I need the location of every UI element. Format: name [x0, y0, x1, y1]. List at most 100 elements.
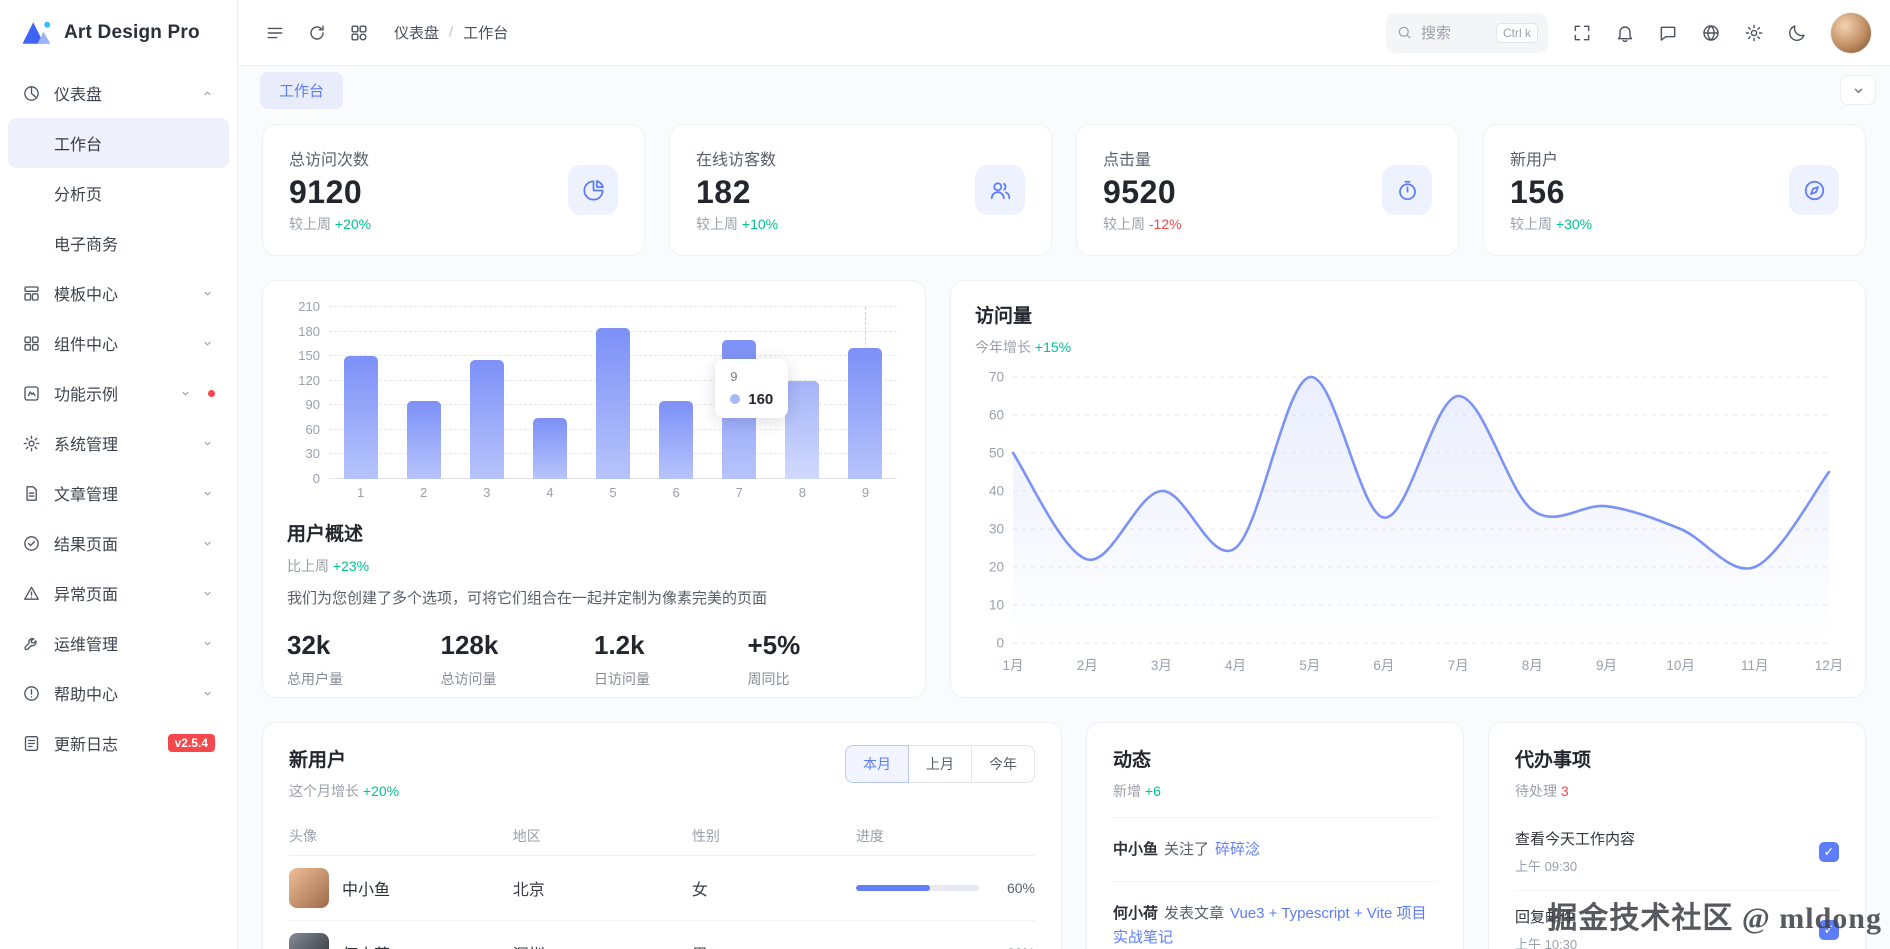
sidebar-item[interactable]: 文章管理	[8, 468, 229, 518]
fullscreen-button[interactable]	[1563, 14, 1601, 52]
y-axis-label: 120	[298, 372, 320, 388]
bar-column[interactable]	[771, 307, 834, 479]
search-placeholder: 搜索	[1421, 25, 1452, 42]
activity-link[interactable]: Vue3 + Typescript + Vite 项目实战笔记	[1113, 905, 1427, 946]
sidebar-subitem[interactable]: 分析页	[8, 168, 229, 218]
chevD-icon	[204, 491, 211, 495]
tooltip-series-dot	[730, 394, 741, 405]
breadcrumb-item[interactable]: 仪表盘	[394, 25, 440, 42]
language-button[interactable]	[1692, 14, 1730, 52]
menu-icon	[267, 27, 283, 38]
breadcrumb: 仪表盘 / 工作台	[394, 22, 508, 43]
overview-description: 我们为您创建了多个选项，可将它们组合在一起并定制为像素完美的页面	[287, 590, 768, 607]
collapse-menu-button[interactable]	[256, 14, 294, 52]
bar-chart[interactable]: 0 30 60 90 120 150 180 210 9	[287, 299, 901, 507]
svg-text:2月: 2月	[1077, 658, 1098, 673]
user-name: 中小鱼	[342, 882, 391, 899]
todo-checkbox[interactable]: ✓	[1819, 919, 1839, 940]
bar-column[interactable]	[834, 307, 897, 479]
sidebar-subitem[interactable]: 工作台	[8, 118, 229, 168]
sidebar-item[interactable]: 功能示例	[8, 368, 229, 418]
gauge-icon	[24, 85, 39, 101]
sidebar-item[interactable]: 仪表盘	[8, 68, 229, 118]
sidebar-item[interactable]: 帮助中心	[8, 668, 229, 718]
chevron-down-icon	[1854, 88, 1862, 93]
svg-text:1月: 1月	[1002, 658, 1023, 673]
settings-button[interactable]	[1735, 14, 1773, 52]
version-badge: v2.5.4	[167, 734, 215, 752]
new-users-table: 头像 地区 性别 进度 中小鱼 北京 女 60% 何小荷 深圳 男 20%	[289, 817, 1035, 949]
sidebar-item-label: 文章管理	[54, 487, 119, 504]
timer-icon	[1398, 180, 1416, 200]
dark-mode-button[interactable]	[1778, 14, 1816, 52]
user-avatar[interactable]	[1830, 11, 1872, 54]
sidebar-item-label: 异常页面	[54, 587, 119, 604]
visits-chart-card: 访问量 今年增长 +15% 0 10 20 30 40 50 60 70 1月 2月 3月 4月 5月 6…	[950, 280, 1866, 698]
bar-column[interactable]	[645, 307, 708, 479]
examples-icon	[24, 385, 39, 401]
activity-item: 中小鱼 关注了 碎碎淰	[1113, 818, 1437, 883]
bar-column[interactable]	[518, 307, 581, 479]
bar-column[interactable]	[392, 307, 455, 479]
new-users-card: 新用户 这个月增长 +20% 本月 上月 今年 头像 地区 性别 进度 中小鱼 北	[262, 722, 1062, 949]
bar-column[interactable]	[581, 307, 644, 479]
sidebar-item[interactable]: 运维管理	[8, 618, 229, 668]
svg-text:9月: 9月	[1596, 658, 1617, 673]
activity-link[interactable]: 碎碎淰	[1215, 841, 1261, 858]
svg-text:70: 70	[989, 370, 1004, 385]
messages-button[interactable]	[1649, 14, 1687, 52]
sidebar-item[interactable]: 模板中心	[8, 268, 229, 318]
overview-stat: 1.2k 日访问量	[594, 630, 748, 689]
todo-time: 上午 10:30	[1515, 937, 1578, 949]
bar-column[interactable]	[329, 307, 392, 479]
x-axis-label: 8	[798, 485, 806, 500]
overview-stat: 128k 总访问量	[441, 630, 595, 689]
chevD-icon	[204, 641, 211, 645]
period-filter-button[interactable]: 本月	[845, 745, 909, 783]
refresh-button[interactable]	[298, 14, 336, 52]
x-axis-label: 7	[735, 485, 743, 500]
quick-apps-button[interactable]	[340, 14, 378, 52]
tabbar-more-button[interactable]	[1840, 75, 1876, 105]
svg-text:8月: 8月	[1522, 658, 1543, 673]
logo[interactable]: Art Design Pro	[0, 0, 237, 66]
breadcrumb-item[interactable]: 工作台	[463, 25, 509, 42]
period-filter-button[interactable]: 上月	[908, 745, 972, 783]
todo-pending-count: 3	[1560, 783, 1569, 799]
sidebar-item[interactable]: 组件中心	[8, 318, 229, 368]
period-filter-button[interactable]: 今年	[971, 745, 1035, 783]
svg-text:60: 60	[989, 408, 1004, 423]
tab-workbench[interactable]: 工作台	[260, 71, 344, 109]
search-input[interactable]: 搜索 Ctrl k	[1386, 12, 1548, 53]
todo-item: 回复邮件 上午 10:30 ✓	[1515, 891, 1839, 949]
x-axis-label: 5	[609, 485, 617, 500]
line-chart-svg: 0 10 20 30 40 50 60 70 1月 2月 3月 4月 5月 6月 7月 8月 9月 10月 11月 1…	[989, 370, 1843, 674]
overview-stat-value: 128k	[440, 630, 499, 660]
svg-text:3月: 3月	[1151, 658, 1172, 673]
sidebar-item[interactable]: 系统管理	[8, 418, 229, 468]
svg-text:11月: 11月	[1741, 658, 1769, 673]
sidebar-subitem[interactable]: 电子商务	[8, 218, 229, 268]
moon-icon	[1789, 24, 1805, 41]
todo-checkbox[interactable]: ✓	[1819, 841, 1839, 862]
notifications-button[interactable]	[1606, 14, 1644, 52]
sidebar-item[interactable]: 异常页面	[8, 568, 229, 618]
charts-row: 0 30 60 90 120 150 180 210 9	[262, 280, 1866, 698]
overview-stats: 32k 总用户量 128k 总访问量 1.2k 日访问量 +5% 周同比	[287, 630, 901, 689]
user-avatar-thumb	[289, 868, 329, 908]
sidebar-item[interactable]: 结果页面	[8, 518, 229, 568]
sidebar-subitem-label: 分析页	[54, 187, 103, 204]
stat-icon-box	[975, 165, 1025, 215]
sidebar-item[interactable]: 更新日志 v2.5.4	[8, 718, 229, 768]
gridline	[329, 306, 897, 307]
line-chart[interactable]: 0 10 20 30 40 50 60 70 1月 2月 3月 4月 5月 6月 7月 8月 9月 10月 11月 1…	[975, 363, 1843, 683]
bar	[532, 417, 567, 479]
system-icon	[23, 435, 40, 451]
overview-stat-label: 周同比	[747, 671, 790, 687]
activity-item: 何小荷 发表文章 Vue3 + Typescript + Vite 项目实战笔记	[1113, 882, 1437, 949]
svg-text:0: 0	[996, 636, 1004, 651]
bar-column[interactable]	[455, 307, 518, 479]
activity-list: 中小鱼 关注了 碎碎淰 何小荷 发表文章 Vue3 + Typescript + Vit…	[1113, 817, 1437, 949]
y-axis-label: 30	[305, 446, 320, 462]
